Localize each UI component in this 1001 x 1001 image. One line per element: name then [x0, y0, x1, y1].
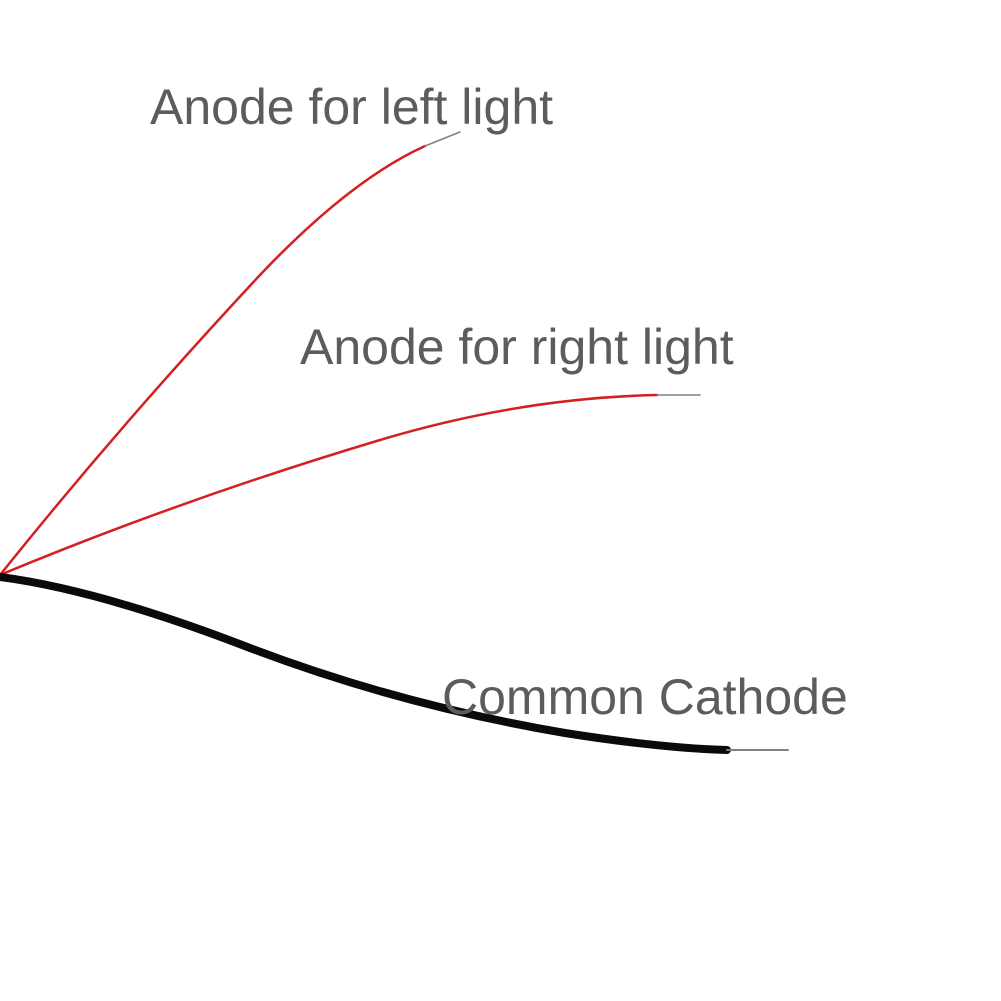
left-anode-label: Anode for left light	[150, 78, 553, 136]
wiring-diagram	[0, 0, 1001, 1001]
right-anode-label: Anode for right light	[300, 318, 734, 376]
right-anode-wire	[0, 395, 657, 575]
cathode-label: Common Cathode	[442, 668, 848, 726]
